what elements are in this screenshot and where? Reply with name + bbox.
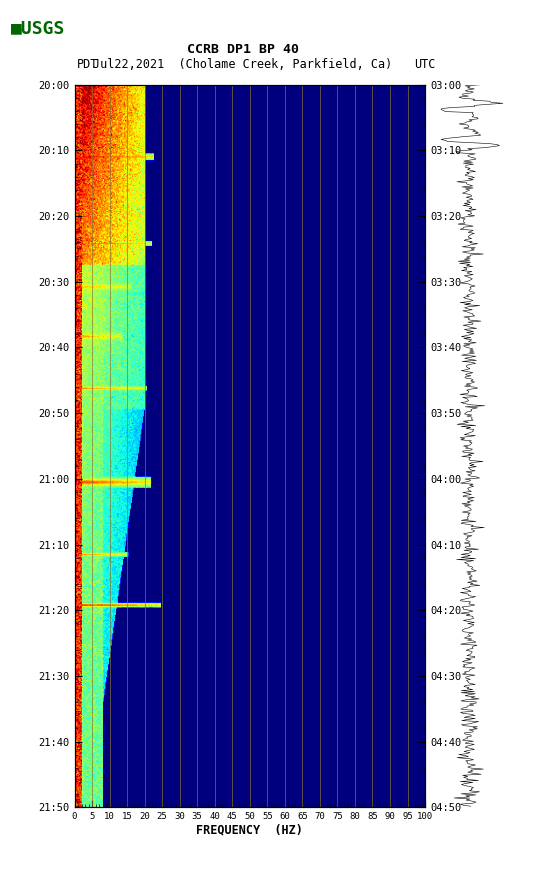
Text: ■USGS: ■USGS — [11, 20, 66, 37]
Text: UTC: UTC — [414, 58, 436, 70]
X-axis label: FREQUENCY  (HZ): FREQUENCY (HZ) — [197, 824, 303, 837]
Text: PDT: PDT — [77, 58, 99, 70]
Text: CCRB DP1 BP 40: CCRB DP1 BP 40 — [187, 43, 299, 55]
Text: Jul22,2021  (Cholame Creek, Parkfield, Ca): Jul22,2021 (Cholame Creek, Parkfield, Ca… — [93, 58, 392, 70]
